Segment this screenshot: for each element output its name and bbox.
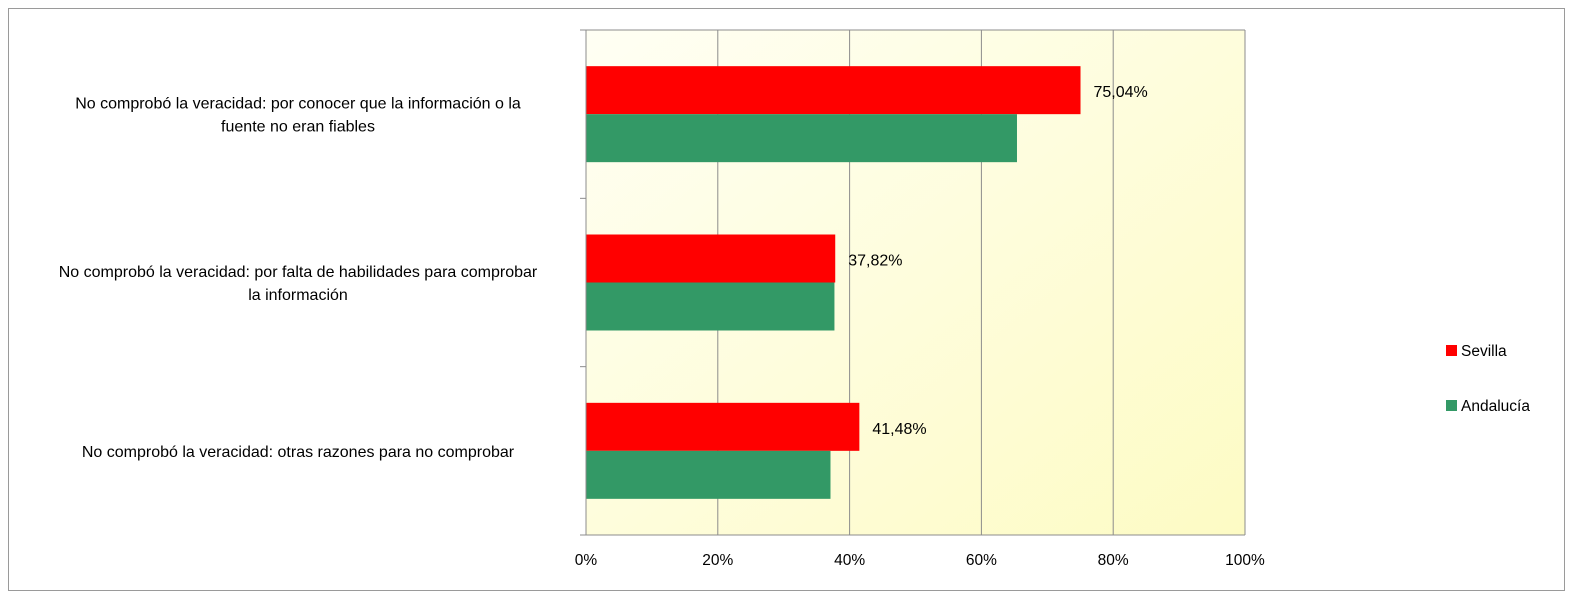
bar (586, 282, 835, 331)
bar (586, 402, 860, 451)
x-tick-label: 20% (702, 552, 733, 569)
data-label: 37,82% (848, 253, 902, 270)
bars (586, 66, 1081, 499)
bar (586, 66, 1081, 115)
bar (586, 234, 836, 283)
legend-swatch (1446, 400, 1457, 411)
legend-label: Sevilla (1461, 343, 1507, 360)
legend: Sevilla Andalucía (1446, 343, 1530, 415)
legend-label: Andalucía (1461, 398, 1530, 415)
x-tick-label: 40% (834, 552, 865, 569)
category-label: No comprobó la veracidad: por falta de h… (59, 264, 538, 304)
x-tick-label: 0% (575, 552, 598, 569)
x-tick-label: 100% (1225, 552, 1265, 569)
x-tick-label: 80% (1098, 552, 1129, 569)
x-tick-label: 60% (966, 552, 997, 569)
labels: 0% 20% 40% 60% 80% 100% 75,04% No comprobó la v… (59, 84, 1265, 569)
category-label: No comprobó la veracidad: por conocer qu… (75, 96, 521, 136)
data-label: 41,48% (872, 421, 926, 438)
legend-swatch (1446, 345, 1457, 356)
category-label: No comprobó la veracidad: otras razones … (82, 444, 515, 461)
bar (586, 450, 831, 499)
axes (580, 29, 1246, 536)
data-label: 75,04% (1094, 84, 1148, 101)
bar (586, 114, 1017, 163)
